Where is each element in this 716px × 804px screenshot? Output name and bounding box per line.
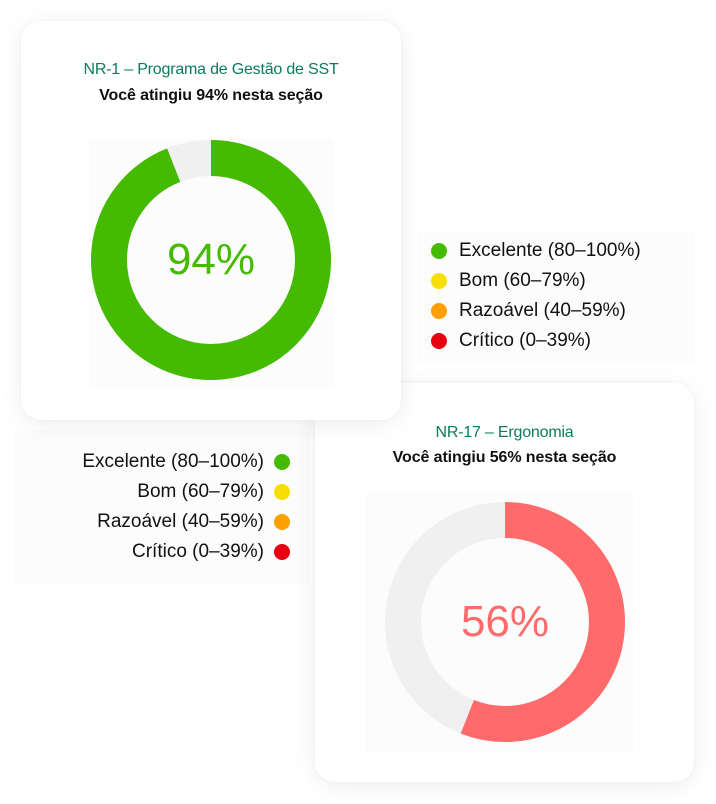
legend-label: Razoável (40–59%) xyxy=(459,300,626,321)
donut-chart xyxy=(91,140,331,380)
legend-item-razoavel: Razoável (40–59%) xyxy=(418,296,695,326)
legend-left: Excelente (80–100%) Bom (60–79%) Razoáve… xyxy=(14,430,310,585)
legend-item-critico: Crítico (0–39%) xyxy=(14,537,310,567)
green-dot-icon xyxy=(274,454,290,470)
legend-item-excelente: Excelente (80–100%) xyxy=(418,236,695,266)
green-dot-icon xyxy=(431,243,447,259)
red-dot-icon xyxy=(274,544,290,560)
legend-item-bom: Bom (60–79%) xyxy=(14,477,310,507)
card-subtitle: Você atingiu 94% nesta seção xyxy=(99,87,323,104)
donut-value-label: 94% xyxy=(166,235,256,284)
orange-dot-icon xyxy=(274,514,290,530)
yellow-dot-icon xyxy=(274,484,290,500)
legend-item-bom: Bom (60–79%) xyxy=(418,266,695,296)
legend-label: Crítico (0–39%) xyxy=(132,541,264,562)
legend-label: Bom (60–79%) xyxy=(459,270,586,291)
donut-chart xyxy=(385,502,625,742)
legend-item-critico: Crítico (0–39%) xyxy=(418,326,695,356)
legend-label: Bom (60–79%) xyxy=(137,481,264,502)
nr17-score-card: NR-17 – Ergonomia Você atingiu 56% nesta… xyxy=(315,383,694,782)
donut-value-label: 56% xyxy=(460,597,550,646)
orange-dot-icon xyxy=(431,303,447,319)
yellow-dot-icon xyxy=(431,273,447,289)
nr1-score-card: NR-1 – Programa de Gestão de SST Você at… xyxy=(21,21,401,420)
legend-item-excelente: Excelente (80–100%) xyxy=(14,447,310,477)
card-subtitle: Você atingiu 56% nesta seção xyxy=(392,449,617,466)
red-dot-icon xyxy=(431,333,447,349)
legend-right: Excelente (80–100%) Bom (60–79%) Razoáve… xyxy=(418,232,695,362)
legend-label: Crítico (0–39%) xyxy=(459,330,591,351)
legend-label: Excelente (80–100%) xyxy=(82,451,264,472)
card-title: NR-1 – Programa de Gestão de SST xyxy=(83,61,339,78)
card-title: NR-17 – Ergonomia xyxy=(435,424,574,441)
legend-item-razoavel: Razoável (40–59%) xyxy=(14,507,310,537)
legend-label: Excelente (80–100%) xyxy=(459,240,641,261)
legend-label: Razoável (40–59%) xyxy=(97,511,264,532)
